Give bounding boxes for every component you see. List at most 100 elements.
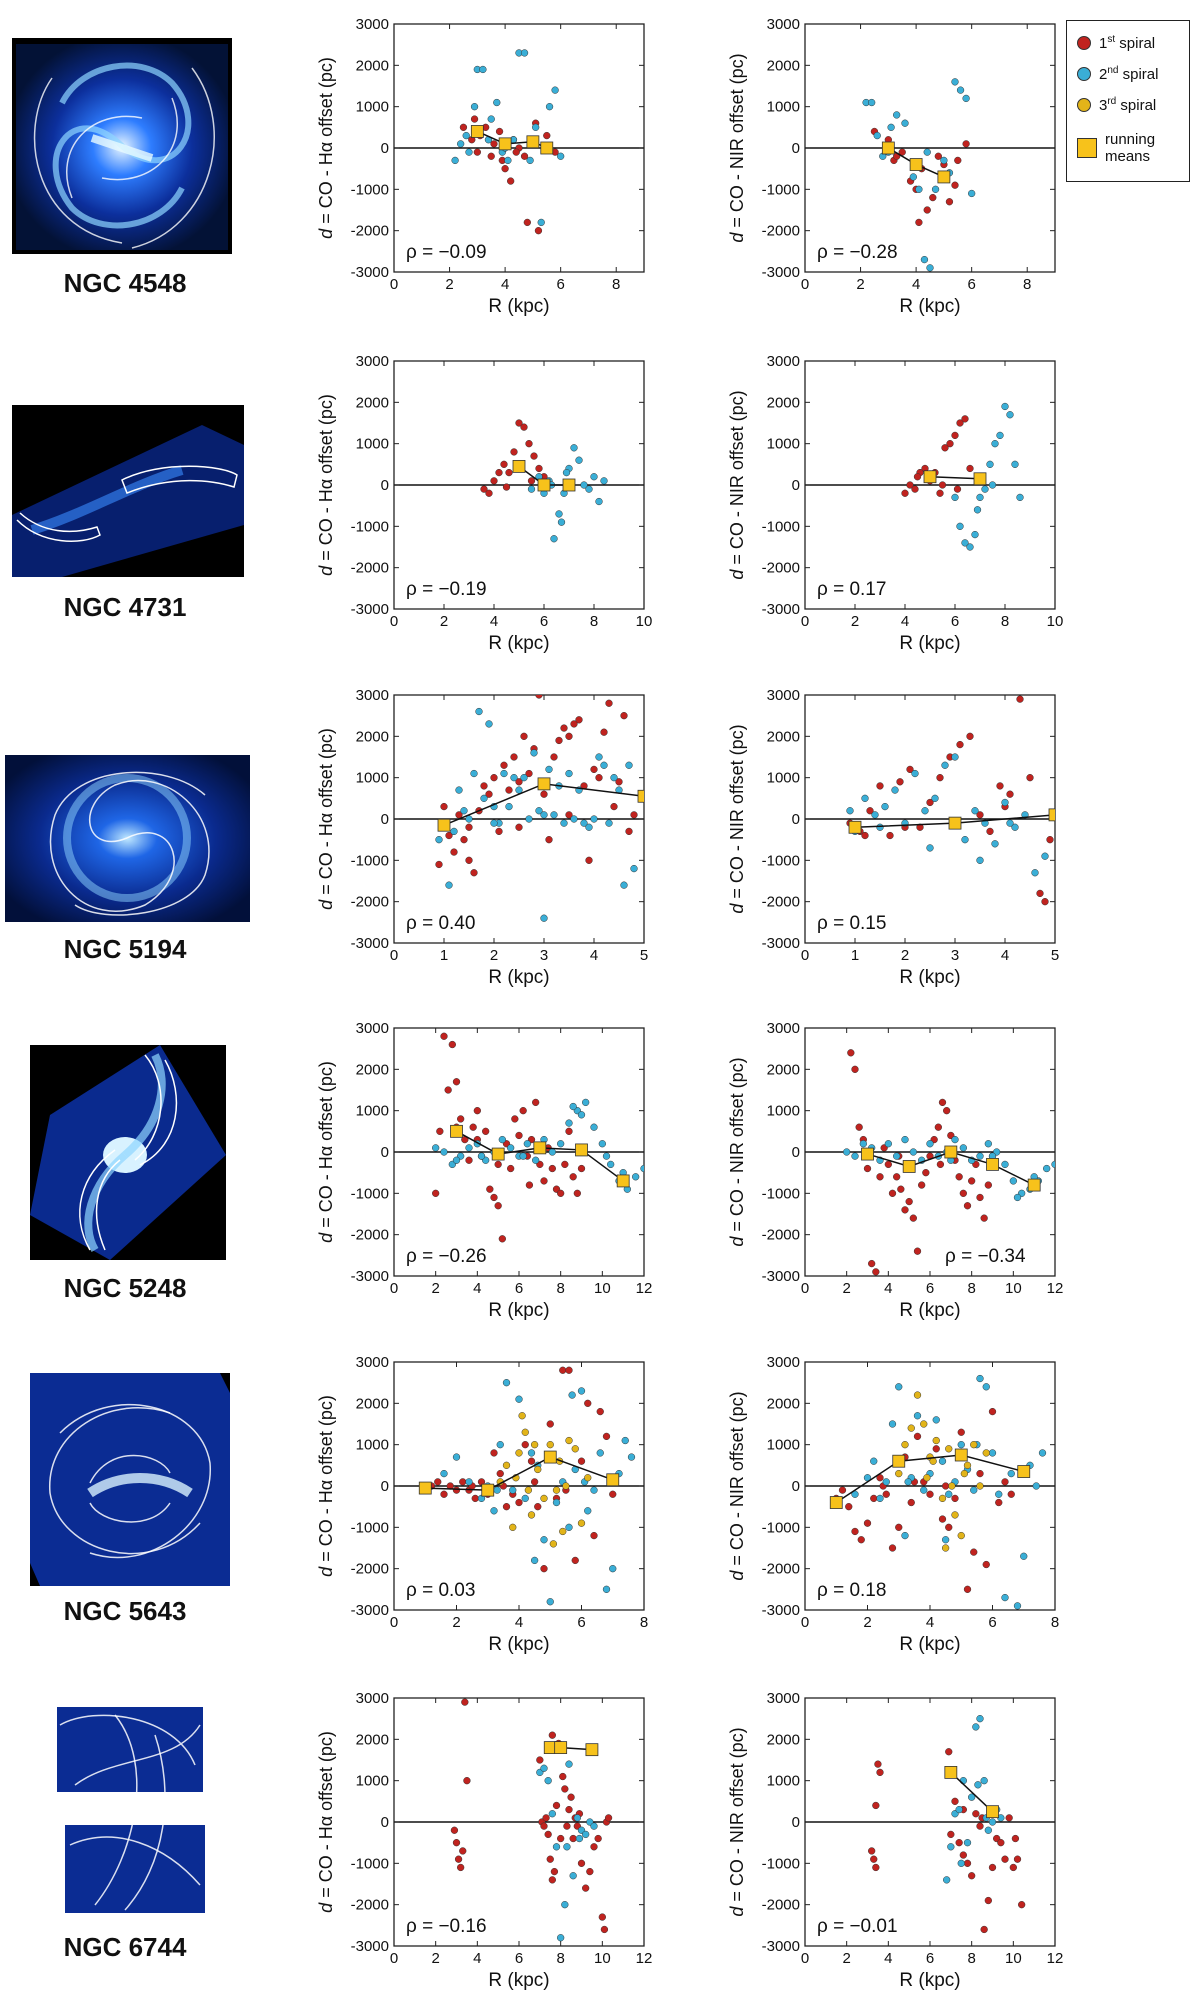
running-mean-marker [829, 1496, 843, 1509]
data-point [870, 1457, 878, 1465]
data-point [471, 1494, 479, 1503]
data-point [573, 1189, 581, 1197]
data-point [963, 1461, 972, 1469]
data-point [951, 1494, 959, 1503]
data-point [550, 811, 558, 819]
data-point [537, 218, 545, 227]
x-axis-label: R (kpc) [488, 1970, 549, 1991]
y-tick-label: 0 [381, 1814, 389, 1831]
data-point [932, 1436, 940, 1445]
running-mean-marker [554, 1741, 568, 1754]
y-tick-label: -1000 [351, 1519, 389, 1536]
data-point [525, 769, 533, 778]
x-axis-label: R (kpc) [488, 296, 549, 317]
y-tick-label: -2000 [351, 560, 389, 577]
y-tick-label: -1000 [351, 518, 389, 535]
data-point [901, 1531, 909, 1540]
data-point [561, 1160, 569, 1169]
y-tick-label: 1000 [356, 436, 389, 453]
y-tick-label: 3000 [356, 16, 389, 33]
data-point [893, 1173, 901, 1181]
y-tick-label: -1000 [762, 1855, 800, 1872]
data-point [913, 1412, 922, 1420]
data-point [560, 724, 568, 732]
data-point [460, 836, 468, 844]
data-point [995, 1490, 1003, 1498]
data-point [922, 1169, 930, 1177]
data-point [886, 831, 894, 840]
running-mean-marker [937, 170, 951, 184]
y-tick-label: 1000 [767, 1103, 800, 1120]
galaxy-image-ngc5194 [5, 755, 250, 922]
data-layer [432, 1032, 644, 1243]
data-point [968, 189, 976, 198]
data-point [475, 707, 483, 716]
data-point [893, 111, 901, 119]
data-point [929, 1457, 937, 1465]
running-mean-marker [418, 1481, 432, 1495]
data-point [1001, 1478, 1009, 1486]
data-point [625, 827, 633, 836]
data-point [565, 1119, 573, 1127]
galaxy-label: NGC 5248 [63, 1273, 187, 1303]
data-point [550, 753, 558, 761]
y-tick-label: 1000 [356, 1437, 389, 1454]
data-point [598, 1913, 606, 1921]
running-mean-marker [944, 1766, 958, 1779]
data-point [988, 1863, 997, 1872]
data-point [918, 1181, 926, 1189]
data-point [500, 769, 508, 778]
data-point [931, 794, 939, 802]
running-mean-marker [575, 1143, 588, 1157]
y-axis-label: d = CO - NIR offset (pc) [727, 390, 747, 579]
data-point [485, 790, 493, 798]
y-tick-label: -2000 [762, 560, 800, 577]
rho-annotation: ρ = −0.01 [817, 1916, 898, 1937]
data-point [543, 131, 551, 140]
data-point [569, 1102, 577, 1111]
x-tick-label: 0 [801, 1280, 809, 1297]
data-point [450, 1826, 459, 1834]
data-point [565, 1760, 573, 1768]
data-point [1051, 1160, 1055, 1169]
y-axis-label: d = CO - NIR offset (pc) [727, 1727, 747, 1916]
x-tick-label: 0 [390, 1614, 398, 1631]
data-point [527, 1449, 536, 1457]
y-tick-label: -1000 [351, 181, 389, 198]
x-axis-label: R (kpc) [899, 1970, 960, 1991]
x-tick-label: 4 [473, 1950, 481, 1967]
data-point [605, 819, 613, 827]
data-point [450, 848, 458, 856]
legend-item-spiral1: 1st spiral [1077, 31, 1155, 55]
data-point [602, 1585, 611, 1593]
galaxy-label: NGC 4548 [63, 268, 187, 298]
data-layer [843, 1049, 1055, 1276]
x-axis-label: R (kpc) [899, 967, 960, 988]
data-point [490, 477, 498, 485]
x-tick-label: 1 [851, 947, 859, 964]
data-point [502, 1461, 511, 1469]
running-mean-marker [902, 1160, 916, 1173]
data-point [571, 1445, 579, 1453]
x-tick-label: 2 [842, 1280, 850, 1297]
data-point [565, 1366, 573, 1374]
data-point [947, 1843, 955, 1851]
data-point [505, 802, 513, 811]
running-mean-line [835, 1454, 1024, 1504]
data-point [957, 1428, 965, 1436]
data-point [545, 103, 554, 111]
x-tick-label: 5 [640, 947, 648, 964]
data-point [563, 1843, 571, 1851]
data-point [941, 1536, 950, 1544]
x-tick-label: 12 [1047, 1950, 1064, 1967]
y-tick-label: -2000 [351, 1227, 389, 1244]
x-tick-label: 1 [440, 947, 448, 964]
data-point [847, 1049, 855, 1057]
data-point [926, 798, 934, 807]
data-point [868, 1259, 876, 1268]
data-point [870, 1494, 878, 1503]
data-point [582, 1098, 590, 1107]
data-point [595, 774, 603, 782]
x-tick-label: 4 [884, 1280, 892, 1297]
running-mean-marker [1048, 808, 1055, 822]
